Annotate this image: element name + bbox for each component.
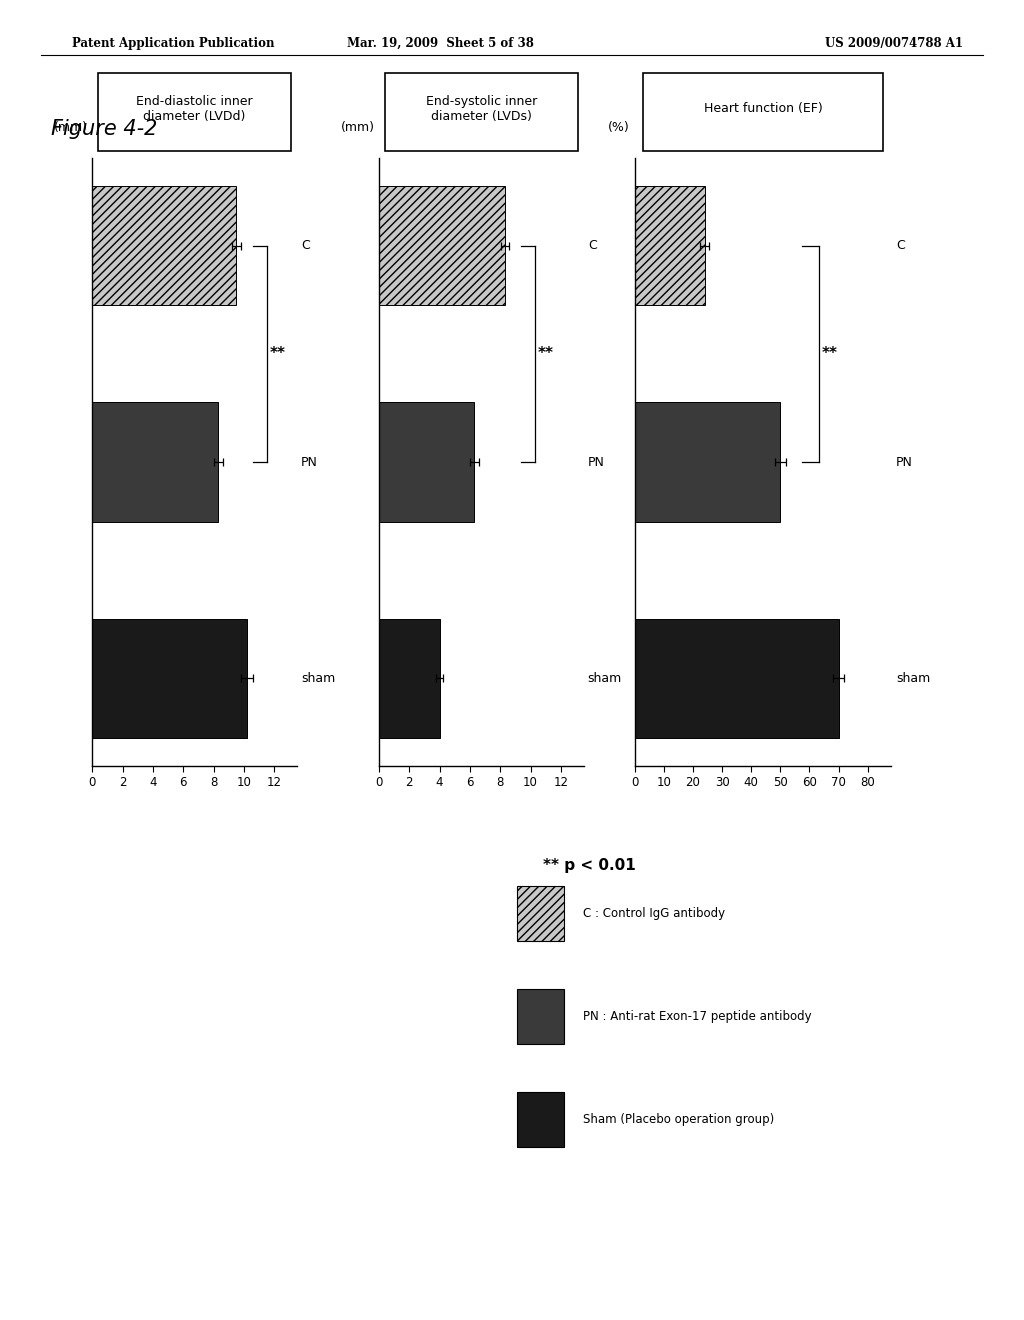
Bar (379, 403, 474, 521)
Text: (mm): (mm) (341, 121, 375, 135)
Bar (379, 186, 505, 305)
Text: Figure 4-2: Figure 4-2 (51, 119, 158, 139)
Text: **: ** (822, 346, 838, 362)
Bar (517, 989, 564, 1044)
Text: Sham (Placebo operation group): Sham (Placebo operation group) (583, 1113, 774, 1126)
Bar (379, 619, 439, 738)
Text: US 2009/0074788 A1: US 2009/0074788 A1 (824, 37, 963, 50)
Bar (635, 619, 839, 738)
Bar (92, 619, 247, 738)
Bar (517, 1092, 564, 1147)
Text: End-systolic inner
diameter (LVDs): End-systolic inner diameter (LVDs) (426, 95, 537, 123)
Text: **: ** (538, 346, 553, 362)
Text: PN: PN (588, 455, 604, 469)
Text: sham: sham (588, 672, 622, 685)
Text: (mm): (mm) (54, 121, 88, 135)
Text: C: C (301, 239, 310, 252)
Text: sham: sham (301, 672, 335, 685)
Bar (517, 886, 564, 941)
Bar (92, 403, 218, 521)
FancyBboxPatch shape (98, 74, 291, 150)
Text: PN: PN (896, 455, 912, 469)
Text: C: C (588, 239, 597, 252)
Text: **: ** (269, 346, 286, 362)
Text: Mar. 19, 2009  Sheet 5 of 38: Mar. 19, 2009 Sheet 5 of 38 (347, 37, 534, 50)
Text: End-diastolic inner
diameter (LVDd): End-diastolic inner diameter (LVDd) (136, 95, 253, 123)
Text: C: C (896, 239, 905, 252)
Text: PN: PN (301, 455, 317, 469)
Text: C : Control IgG antibody: C : Control IgG antibody (583, 907, 725, 920)
Text: Patent Application Publication: Patent Application Publication (72, 37, 274, 50)
Text: sham: sham (896, 672, 930, 685)
Bar (635, 403, 780, 521)
Bar (92, 186, 237, 305)
Text: (%): (%) (608, 121, 630, 135)
Bar (635, 186, 705, 305)
Text: Heart function (EF): Heart function (EF) (703, 102, 822, 115)
Text: PN : Anti-rat Exon-17 peptide antibody: PN : Anti-rat Exon-17 peptide antibody (583, 1010, 811, 1023)
FancyBboxPatch shape (643, 74, 883, 150)
FancyBboxPatch shape (385, 74, 578, 150)
Text: ** p < 0.01: ** p < 0.01 (543, 858, 636, 873)
